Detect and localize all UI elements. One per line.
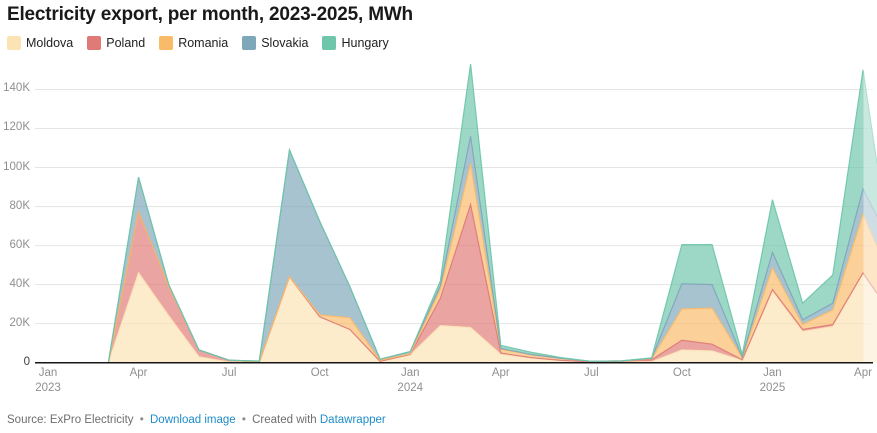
x-axis-label: Apr bbox=[854, 367, 872, 379]
area-poland bbox=[48, 204, 877, 363]
chart-legend: Moldova Poland Romania Slovakia Hungary bbox=[7, 36, 389, 50]
legend-swatch-romania bbox=[159, 36, 174, 50]
download-image-link[interactable]: Download image bbox=[150, 414, 236, 426]
y-axis-label: 20K bbox=[9, 316, 30, 329]
x-axis-year-label: 2024 bbox=[397, 382, 424, 394]
footer-separator: • bbox=[241, 414, 246, 426]
created-with-label: Created with bbox=[252, 414, 317, 426]
legend-swatch-poland bbox=[87, 36, 102, 50]
legend-label: Hungary bbox=[341, 36, 389, 50]
x-axis-label: Jan bbox=[38, 367, 58, 379]
x-axis-label: Oct bbox=[310, 367, 329, 379]
legend-item-poland: Poland bbox=[87, 36, 145, 50]
legend-swatch-slovakia bbox=[242, 36, 257, 50]
y-axis-label: 40K bbox=[9, 277, 30, 290]
legend-swatch-hungary bbox=[322, 36, 337, 50]
legend-label: Romania bbox=[178, 36, 229, 50]
y-axis-label: 80K bbox=[9, 199, 30, 212]
legend-item-hungary: Hungary bbox=[322, 36, 389, 50]
y-axis-label: 120K bbox=[3, 121, 30, 134]
faded-future-region bbox=[863, 58, 877, 363]
x-axis-label: Apr bbox=[129, 367, 148, 379]
area-romania bbox=[48, 163, 877, 363]
x-axis-label: Apr bbox=[491, 367, 510, 379]
area-slovakia bbox=[48, 136, 877, 363]
y-axis-label: 100K bbox=[3, 160, 30, 173]
x-axis-label: Jul bbox=[583, 367, 599, 379]
x-axis-label: Oct bbox=[672, 367, 691, 379]
x-axis-label: Jan bbox=[400, 367, 420, 379]
x-axis-label: Jan bbox=[763, 367, 782, 379]
legend-item-romania: Romania bbox=[159, 36, 228, 50]
x-axis-year-label: 2025 bbox=[759, 382, 786, 394]
x-axis-year-label: 2023 bbox=[35, 382, 61, 394]
chart-footer: Source: ExPro Electricity • Download ima… bbox=[7, 414, 386, 426]
source-label: Source: bbox=[7, 414, 47, 426]
y-axis-label: 0 bbox=[23, 355, 30, 368]
legend-item-moldova: Moldova bbox=[7, 36, 73, 50]
legend-label: Poland bbox=[106, 36, 146, 50]
area-moldova bbox=[48, 272, 877, 363]
datawrapper-link[interactable]: Datawrapper bbox=[319, 414, 386, 426]
legend-swatch-moldova bbox=[7, 36, 21, 50]
y-axis-label: 140K bbox=[3, 82, 30, 95]
source-name: ExPro Electricity bbox=[49, 414, 134, 426]
chart-title: Electricity export, per month, 2023-2025… bbox=[7, 4, 413, 25]
legend-item-slovakia: Slovakia bbox=[242, 36, 308, 50]
y-axis-label: 60K bbox=[9, 238, 30, 251]
footer-separator: • bbox=[139, 414, 144, 426]
x-axis-label: Jul bbox=[221, 367, 237, 379]
legend-label: Slovakia bbox=[261, 36, 309, 50]
line-hungary bbox=[48, 64, 877, 364]
legend-label: Moldova bbox=[26, 36, 74, 50]
